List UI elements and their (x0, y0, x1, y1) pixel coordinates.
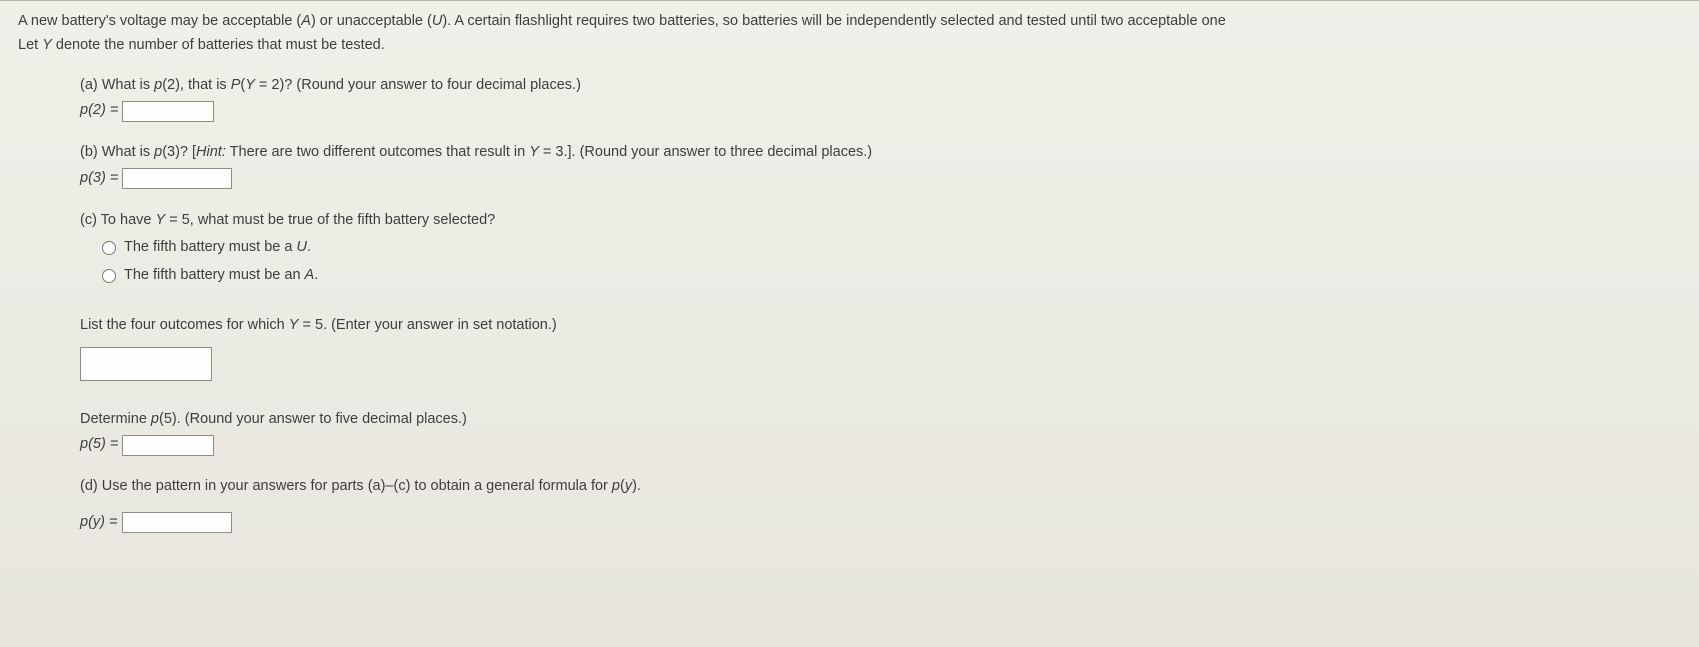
text: ). (632, 478, 641, 494)
part-b: (b) What is p(3)? [Hint: There are two d… (80, 142, 1681, 190)
part-a: (a) What is p(2), that is P(Y = 2)? (Rou… (80, 75, 1681, 123)
var-A: A (301, 13, 311, 29)
radio-u-label: The fifth battery must be a U. (124, 237, 311, 259)
text: There are two different outcomes that re… (226, 144, 529, 160)
text: (5). (Round your answer to five decimal … (159, 411, 467, 427)
set-notation-input[interactable] (80, 347, 212, 381)
text: = 3.]. (Round your answer to three decim… (539, 144, 872, 160)
radio-u-input[interactable] (102, 241, 116, 255)
radio-a-label: The fifth battery must be an A. (124, 265, 318, 287)
text: (a) What is (80, 77, 154, 93)
text: = 5. (Enter your answer in set notation.… (298, 317, 556, 333)
var-Y: Y (289, 317, 299, 333)
text: The fifth battery must be an (124, 267, 305, 283)
text: = 2)? (Round your answer to four decimal… (255, 77, 581, 93)
problem-intro: A new battery's voltage may be acceptabl… (18, 11, 1681, 57)
part-c-p5-answer: p(5) = (80, 434, 1681, 456)
part-d: (d) Use the pattern in your answers for … (80, 476, 1681, 534)
part-c-list-prompt: List the four outcomes for which Y = 5. … (80, 315, 1681, 337)
text: (3) = (88, 170, 118, 186)
intro-line-2: Let Y denote the number of batteries tha… (18, 35, 1681, 57)
py-input[interactable] (122, 512, 232, 533)
var-p: p (154, 77, 162, 93)
radio-a-input[interactable] (102, 269, 116, 283)
p3-input[interactable] (122, 168, 232, 189)
text: . (307, 239, 311, 255)
part-a-answer: p(2) = (80, 100, 1681, 122)
text: (2) = (88, 102, 118, 118)
var-U: U (296, 239, 306, 255)
text: (3)? [ (162, 144, 196, 160)
var-A: A (305, 267, 315, 283)
text: ). A certain flashlight requires two bat… (442, 13, 1225, 29)
part-d-answer: p(y) = (80, 512, 1681, 534)
var-p: p (151, 411, 159, 427)
var-Y: Y (156, 212, 166, 228)
var-Y: Y (42, 37, 52, 53)
var-p: p (154, 144, 162, 160)
part-c: (c) To have Y = 5, what must be true of … (80, 210, 1681, 457)
hint-label: Hint: (196, 144, 226, 160)
text: (d) Use the pattern in your answers for … (80, 478, 612, 494)
var-Y: Y (529, 144, 539, 160)
var-P: P (231, 77, 241, 93)
text: ) or unacceptable ( (311, 13, 432, 29)
intro-line-1: A new battery's voltage may be acceptabl… (18, 11, 1681, 33)
part-b-answer: p(3) = (80, 168, 1681, 190)
p2-input[interactable] (122, 101, 214, 122)
text: (5) = (88, 436, 118, 452)
lhs: p(2) = (80, 100, 118, 122)
part-d-prompt: (d) Use the pattern in your answers for … (80, 476, 1681, 498)
text: (c) To have (80, 212, 156, 228)
part-c-prompt: (c) To have Y = 5, what must be true of … (80, 210, 1681, 232)
var-p: p (80, 514, 88, 530)
text: ) = (100, 514, 117, 530)
text: A new battery's voltage may be acceptabl… (18, 13, 301, 29)
part-c-p5-prompt: Determine p(5). (Round your answer to fi… (80, 409, 1681, 431)
var-p: p (80, 170, 88, 186)
text: . (314, 267, 318, 283)
part-b-prompt: (b) What is p(3)? [Hint: There are two d… (80, 142, 1681, 164)
p5-input[interactable] (122, 435, 214, 456)
part-a-prompt: (a) What is p(2), that is P(Y = 2)? (Rou… (80, 75, 1681, 97)
text: (b) What is (80, 144, 154, 160)
lhs: p(5) = (80, 434, 118, 456)
var-y: y (625, 478, 632, 494)
var-U: U (432, 13, 442, 29)
subparts: (a) What is p(2), that is P(Y = 2)? (Rou… (80, 75, 1681, 534)
text: List the four outcomes for which (80, 317, 289, 333)
question-panel: A new battery's voltage may be acceptabl… (0, 0, 1699, 647)
text: denote the number of batteries that must… (52, 37, 385, 53)
text: The fifth battery must be a (124, 239, 296, 255)
text: = 5, what must be true of the fifth batt… (165, 212, 495, 228)
lhs: p(y) = (80, 512, 118, 534)
var-Y: Y (245, 77, 255, 93)
text: Determine (80, 411, 151, 427)
var-p: p (80, 102, 88, 118)
var-p: p (612, 478, 620, 494)
lhs: p(3) = (80, 168, 118, 190)
radio-option-u[interactable]: The fifth battery must be a U. (102, 237, 1681, 259)
text: (2), that is (162, 77, 231, 93)
text: Let (18, 37, 42, 53)
radio-option-a[interactable]: The fifth battery must be an A. (102, 265, 1681, 287)
var-p: p (80, 436, 88, 452)
